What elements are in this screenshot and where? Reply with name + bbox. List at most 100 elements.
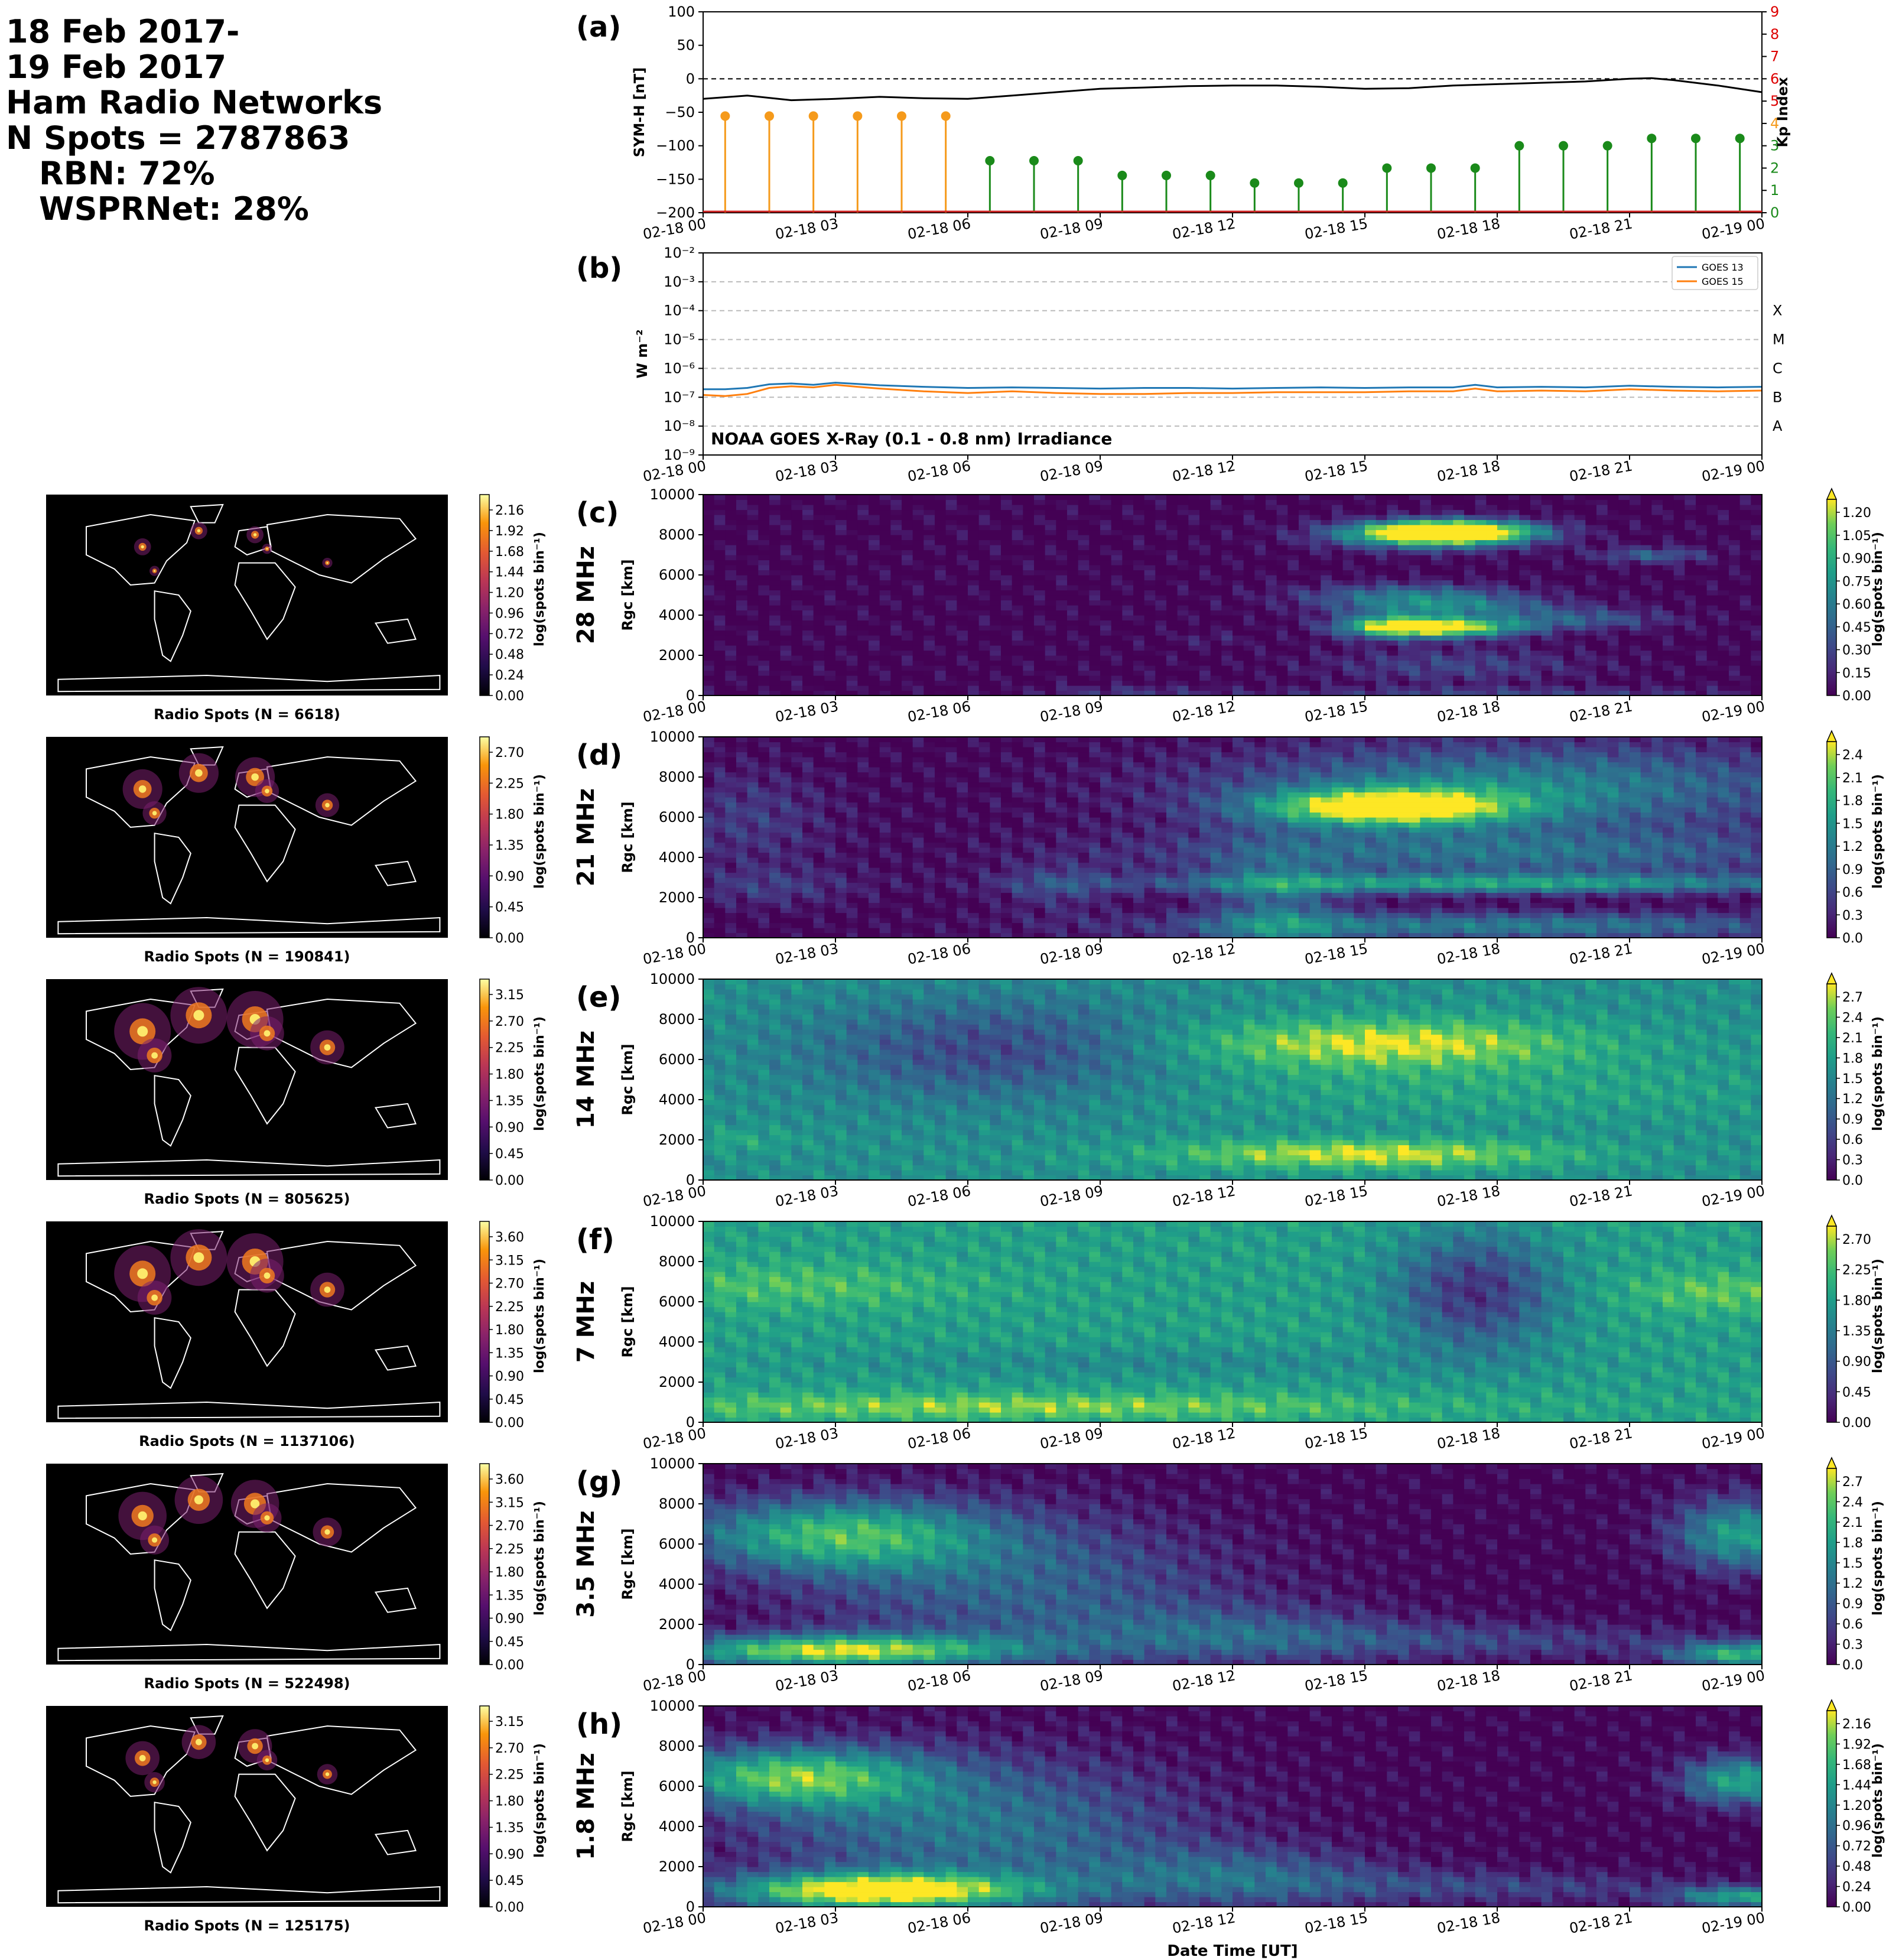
heatmap-cell (714, 863, 726, 868)
heatmap-cell (835, 620, 847, 626)
heatmap-cell (935, 893, 946, 898)
heatmap-cell (814, 651, 825, 656)
heatmap-cell (1299, 545, 1310, 550)
heatmap-cell (1266, 635, 1277, 641)
heatmap-cell (714, 802, 726, 808)
heatmap-cell (1475, 510, 1487, 515)
heatmap-cell (769, 797, 781, 802)
heatmap-cell (1343, 641, 1354, 646)
heatmap-cell (758, 495, 769, 500)
heatmap-cell (1519, 655, 1530, 661)
goes-annotation: NOAA GOES X-Ray (0.1 - 0.8 nm) Irradianc… (711, 429, 1112, 448)
heatmap-cell (1299, 525, 1310, 530)
heatmap-cell (1475, 630, 1487, 636)
heatmap-cell (1387, 675, 1398, 681)
heatmap-cell (902, 610, 913, 616)
heatmap-cell (1453, 610, 1464, 616)
heatmap-cell (869, 888, 880, 893)
heatmap-cell (824, 580, 835, 586)
heatmap-cell (703, 515, 714, 520)
heatmap-cell (725, 605, 736, 610)
heatmap-cell (968, 515, 979, 520)
heatmap-cell (835, 843, 847, 848)
heatmap-cell (1188, 540, 1199, 545)
heatmap-cell (1508, 580, 1520, 586)
heatmap-cell (1354, 540, 1365, 545)
heatmap-cell (725, 665, 736, 671)
heatmap-cell (869, 802, 880, 808)
heatmap-cell (1707, 575, 1718, 580)
heatmap-cell (1442, 565, 1453, 570)
heatmap-cell (1299, 570, 1310, 576)
heatmap-cell (1575, 510, 1586, 515)
heatmap-cell (1630, 565, 1641, 570)
heatmap-cell (1442, 685, 1453, 691)
heatmap-cell (935, 772, 946, 778)
heatmap-cell (1332, 675, 1343, 681)
heatmap-cell (1178, 685, 1189, 691)
heatmap-cell (913, 525, 924, 530)
heatmap-cell (1641, 510, 1652, 515)
heatmap-cell (736, 863, 747, 868)
heatmap-cell (1100, 605, 1111, 610)
heatmap-cell (1343, 585, 1354, 590)
heatmap-cell (824, 505, 835, 510)
heatmap-cell (1608, 685, 1619, 691)
heatmap-cell (890, 913, 902, 918)
heatmap-cell (902, 605, 913, 610)
heatmap-cell (1376, 555, 1387, 560)
heatmap-cell (1211, 535, 1222, 540)
panel-a: (a) 100500−50−100−150−200SYM-H [nT]012345… (576, 4, 1791, 243)
heatmap-cell (703, 625, 714, 630)
heatmap-cell (1651, 625, 1663, 630)
heatmap-cell (1530, 555, 1542, 560)
heatmap-cell (1431, 555, 1442, 560)
heatmap-cell (1596, 641, 1608, 646)
heatmap-cell (824, 827, 835, 833)
heatmap-cell (1067, 545, 1078, 550)
heatmap-cell (1442, 600, 1453, 606)
heatmap-cell (1663, 590, 1674, 596)
heatmap-cell (913, 792, 924, 798)
heatmap-cell (1575, 535, 1586, 540)
heatmap-cell (1398, 555, 1409, 560)
heatmap-cell (769, 570, 781, 576)
heatmap-cell (835, 560, 847, 565)
heatmap-cell (1740, 685, 1751, 691)
heatmap-cell (1674, 525, 1685, 530)
heatmap-cell (1497, 555, 1508, 560)
heatmap-cell (869, 792, 880, 798)
heatmap-cell (1211, 505, 1222, 510)
heatmap-cell (1376, 681, 1387, 686)
heatmap-cell (769, 767, 781, 772)
heatmap-cell (802, 893, 814, 898)
heatmap-cell (769, 747, 781, 752)
heatmap-cell (1266, 555, 1277, 560)
heatmap-cell (1596, 681, 1608, 686)
heatmap-cell (1023, 665, 1034, 671)
heatmap-cell (1221, 505, 1233, 510)
heatmap-cell (1685, 655, 1696, 661)
heatmap-cell (1188, 535, 1199, 540)
heatmap-cell (1067, 620, 1078, 626)
heatmap-cell (1012, 585, 1023, 590)
heatmap-cell (1674, 595, 1685, 600)
heatmap-cell (1277, 575, 1288, 580)
heatmap-cell (1740, 580, 1751, 586)
heatmap-cell (1751, 675, 1762, 681)
heatmap-cell (1056, 510, 1067, 515)
heatmap-cell (747, 873, 759, 878)
heatmap-cell (703, 877, 714, 883)
panel-b-xtick-label: 02-18 09 (1039, 457, 1104, 485)
heatmap-cell (869, 837, 880, 843)
heatmap-cell (857, 595, 869, 600)
heatmap-cell (1155, 661, 1166, 666)
heatmap-cell (1012, 625, 1023, 630)
heatmap-cell (1078, 515, 1090, 520)
heatmap-cell (758, 555, 769, 560)
heatmap-cell (890, 525, 902, 530)
heatmap-cell (769, 625, 781, 630)
heatmap-cell (1254, 620, 1266, 626)
heatmap-cell (1254, 600, 1266, 606)
heatmap-cell (714, 525, 726, 530)
